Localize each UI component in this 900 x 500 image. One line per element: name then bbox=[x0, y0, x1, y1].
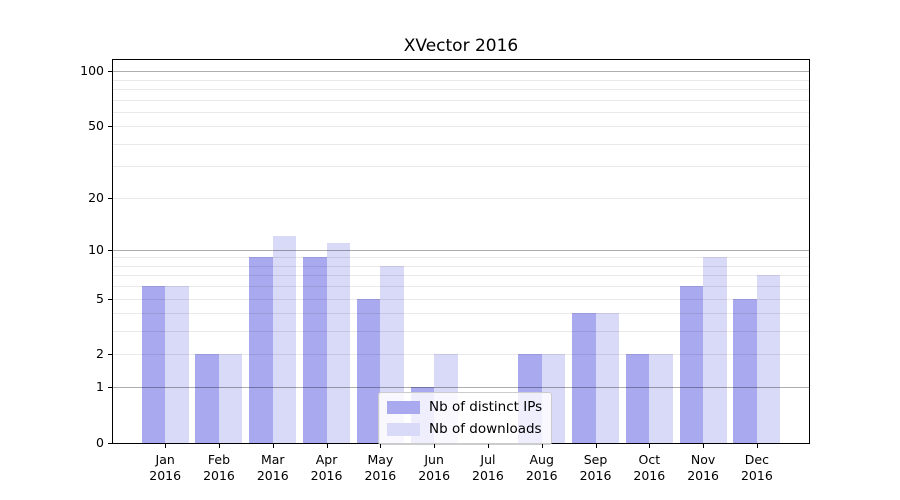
legend-label: Nb of distinct IPs bbox=[429, 399, 543, 415]
x-tick-mark bbox=[649, 444, 651, 448]
gridline-minor bbox=[113, 197, 809, 199]
x-tick-label: Aug 2016 bbox=[525, 452, 558, 483]
bar bbox=[303, 257, 327, 443]
y-tick-mark bbox=[108, 354, 112, 356]
x-tick-mark bbox=[272, 444, 274, 448]
x-tick-label: Jan 2016 bbox=[149, 452, 182, 483]
bar bbox=[141, 286, 166, 443]
x-tick-mark bbox=[487, 444, 489, 448]
y-tick-mark bbox=[108, 443, 112, 444]
bar bbox=[572, 313, 596, 443]
gridline-minor bbox=[113, 79, 809, 81]
gridline-minor bbox=[113, 99, 809, 101]
x-tick-label: Mar 2016 bbox=[256, 452, 289, 483]
x-tick-mark bbox=[541, 444, 543, 448]
gridline-minor bbox=[113, 331, 809, 333]
gridline-minor bbox=[113, 286, 809, 288]
x-tick-label: Feb 2016 bbox=[203, 452, 235, 483]
gridline-major bbox=[113, 249, 809, 251]
bar bbox=[625, 354, 650, 443]
plot-area: Nb of distinct IPs Nb of downloads bbox=[112, 59, 810, 445]
gridline-major bbox=[113, 71, 809, 73]
x-tick-label: May 2016 bbox=[364, 452, 397, 483]
x-tick-label: Jul 2016 bbox=[472, 452, 504, 483]
gridline-minor bbox=[113, 143, 809, 145]
gridline-major bbox=[113, 387, 809, 389]
bar bbox=[218, 354, 243, 443]
bar bbox=[733, 298, 757, 443]
bar bbox=[272, 236, 297, 443]
x-tick-label: Sep 2016 bbox=[579, 452, 612, 483]
x-tick-label: Apr 2016 bbox=[310, 452, 343, 483]
y-tick-label: 0 bbox=[96, 435, 104, 450]
x-tick-mark bbox=[218, 444, 220, 448]
x-tick-label: Nov 2016 bbox=[687, 452, 719, 483]
bar bbox=[249, 257, 273, 443]
gridline-minor bbox=[113, 354, 809, 356]
bar bbox=[649, 354, 673, 443]
x-tick-mark bbox=[165, 444, 167, 448]
bar bbox=[703, 257, 727, 443]
bar bbox=[326, 242, 351, 443]
gridline-minor bbox=[113, 126, 809, 128]
y-tick-mark bbox=[108, 126, 112, 128]
y-tick-label: 1 bbox=[96, 379, 104, 395]
legend-item: Nb of distinct IPs bbox=[387, 398, 542, 417]
bar bbox=[595, 313, 620, 443]
legend-swatch bbox=[387, 401, 420, 414]
y-tick-label: 5 bbox=[96, 290, 104, 306]
x-tick-mark bbox=[434, 444, 436, 448]
y-tick-label: 100 bbox=[80, 63, 104, 79]
y-tick-mark bbox=[108, 197, 112, 199]
x-tick-label: Dec 2016 bbox=[740, 452, 773, 483]
grid-layer bbox=[113, 60, 809, 443]
y-tick-mark bbox=[108, 71, 112, 73]
y-tick-label: 50 bbox=[88, 118, 104, 134]
chart-title: XVector 2016 bbox=[403, 36, 519, 56]
gridline-minor bbox=[113, 298, 809, 300]
x-tick-label: Oct 2016 bbox=[633, 452, 666, 483]
gridline-minor bbox=[113, 275, 809, 277]
y-tick-label: 10 bbox=[88, 241, 104, 257]
gridline-minor bbox=[113, 257, 809, 259]
legend-label: Nb of downloads bbox=[429, 421, 542, 437]
y-tick-label: 20 bbox=[88, 189, 104, 205]
x-tick-label: Jun 2016 bbox=[418, 452, 451, 483]
y-tick-mark bbox=[108, 249, 112, 251]
y-tick-label: 2 bbox=[96, 346, 104, 362]
gridline-minor bbox=[113, 88, 809, 90]
bar bbox=[679, 286, 704, 443]
gridline-minor bbox=[113, 111, 809, 113]
x-tick-mark bbox=[703, 444, 705, 448]
gridline-minor bbox=[113, 313, 809, 315]
legend-item: Nb of downloads bbox=[387, 420, 542, 439]
gridline-minor bbox=[113, 166, 809, 168]
x-tick-mark bbox=[380, 444, 382, 448]
legend-swatch bbox=[387, 423, 420, 436]
y-tick-mark bbox=[108, 387, 112, 389]
x-tick-mark bbox=[595, 444, 597, 448]
bar bbox=[195, 354, 219, 443]
gridline-minor bbox=[113, 265, 809, 267]
x-tick-mark bbox=[326, 444, 328, 448]
legend: Nb of distinct IPs Nb of downloads bbox=[378, 392, 553, 445]
bar bbox=[756, 275, 781, 443]
bar bbox=[165, 286, 189, 443]
x-tick-mark bbox=[756, 444, 758, 448]
y-tick-mark bbox=[108, 298, 112, 300]
bar bbox=[356, 298, 381, 443]
